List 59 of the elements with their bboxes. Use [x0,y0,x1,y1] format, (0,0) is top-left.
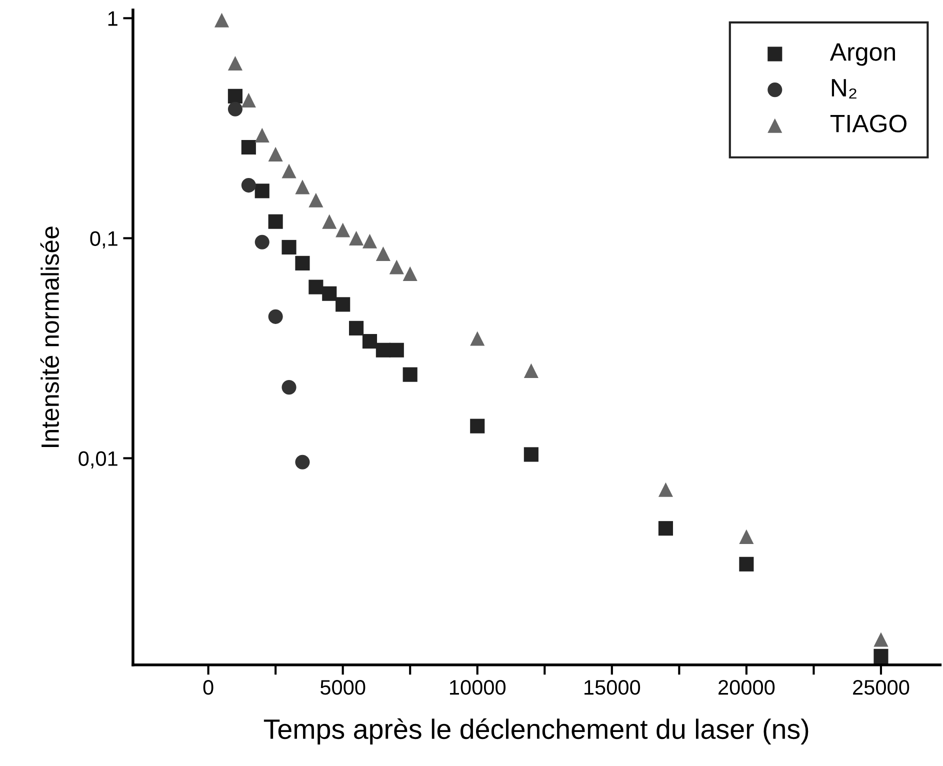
point [308,192,324,208]
point [228,56,242,71]
point [268,214,283,229]
point [376,246,390,262]
y-axis-title: Intensité normalisée [40,226,60,447]
point [282,164,296,178]
point [336,222,350,238]
point [241,178,256,193]
point [228,88,242,104]
x-tick-label: 15000 [584,680,640,695]
point [282,240,296,255]
point [739,556,754,572]
point [295,454,310,470]
y-tick-label: 1 [108,11,118,26]
point [336,297,350,312]
point [402,367,418,382]
point [322,214,337,229]
point [524,363,538,378]
point [739,529,754,544]
point [874,632,888,647]
point [362,234,378,248]
legend-label: Argon [830,43,895,66]
point [389,342,404,358]
point [254,128,270,142]
point [362,334,378,349]
x-axis-title: Temps après le déclenchement du laser (ns) [264,718,808,745]
point [241,92,256,108]
point [268,309,283,324]
point [470,418,485,434]
x-tick-label: 10000 [450,680,506,695]
point [214,12,230,28]
point [470,331,485,346]
point [658,482,674,497]
point [874,648,888,664]
legend-label: N₂ [832,79,856,99]
point [389,260,404,274]
x-tick-label: 20000 [718,680,775,695]
y-tick-label: 0,01 [78,451,118,468]
point [658,521,674,536]
x-tick-label: 5000 [320,680,366,695]
point [295,256,310,270]
point [308,280,324,294]
x-tick-label: 0 [203,680,214,695]
point [268,146,283,162]
point [228,102,242,116]
point [349,320,364,336]
point [241,140,256,155]
point [254,234,270,250]
point [254,184,270,198]
legend-label: TIAGO [830,114,906,132]
point [524,447,538,462]
point [376,342,390,358]
y-tick-label: 0,1 [90,231,118,248]
point [349,230,364,246]
point [322,286,337,301]
point [282,380,296,395]
point [295,180,310,194]
point [402,266,418,281]
x-tick-label: 25000 [853,680,910,695]
